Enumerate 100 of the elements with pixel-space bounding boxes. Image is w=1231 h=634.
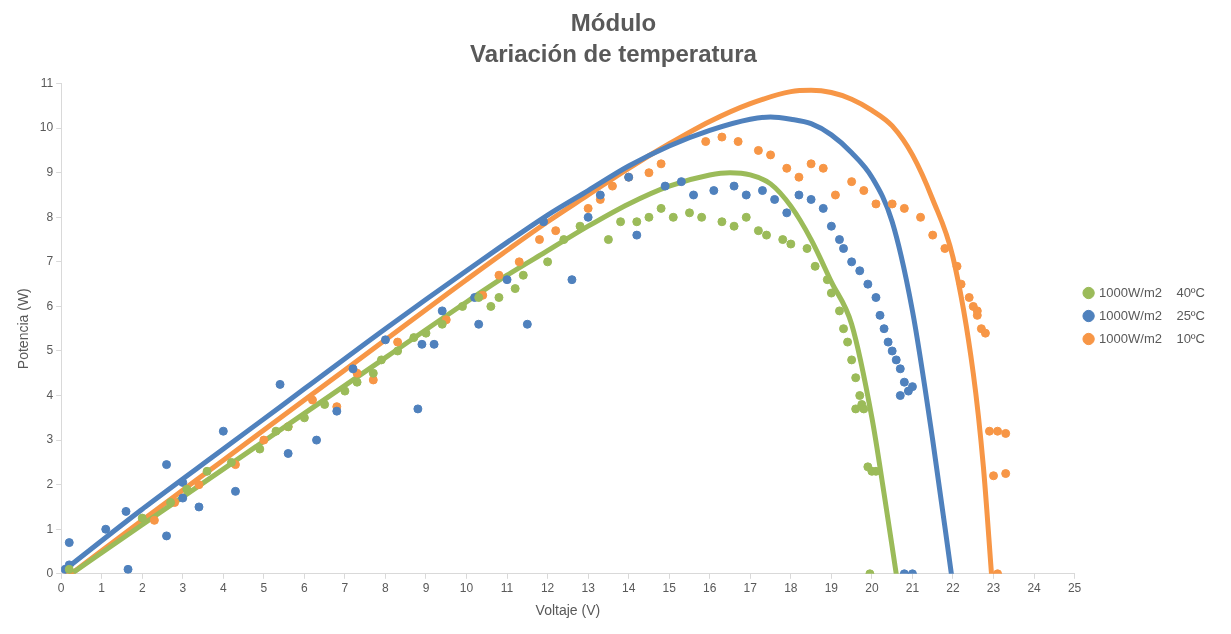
point [753, 226, 763, 236]
point [137, 513, 147, 523]
x-tick-label: 21 [905, 581, 920, 596]
point [762, 230, 772, 240]
point [409, 333, 419, 343]
x-tick-label: 16 [703, 581, 717, 596]
point [616, 217, 626, 227]
x-tick-label: 5 [260, 581, 268, 596]
point [802, 243, 812, 253]
y-tick-label: 3 [46, 432, 54, 447]
x-tick-label: 8 [382, 581, 390, 596]
point [518, 270, 528, 280]
point [551, 226, 561, 236]
x-tick-label: 19 [824, 581, 839, 596]
y-tick-label: 6 [46, 298, 54, 313]
y-tick-label: 1 [46, 521, 54, 536]
point [226, 457, 236, 467]
y-tick-label: 0 [46, 566, 54, 581]
x-tick-label: 12 [540, 581, 555, 596]
x-tick-label: 25 [1067, 581, 1082, 596]
point [583, 203, 593, 213]
x-tick-label: 10 [459, 581, 474, 596]
point [839, 324, 849, 334]
point [393, 346, 403, 356]
point [782, 163, 792, 173]
x-tick-label: 15 [662, 581, 677, 596]
point [514, 257, 524, 267]
x-tick-label: 4 [219, 581, 227, 596]
x-tick-label: 17 [743, 581, 758, 596]
point [859, 186, 869, 196]
point [535, 235, 544, 245]
x-tick-label: 11 [500, 581, 514, 596]
point [843, 337, 853, 347]
x-axis-title: Voltaje (V) [535, 602, 601, 619]
x-tick-label: 9 [422, 581, 430, 596]
point [656, 159, 666, 169]
point [182, 484, 192, 494]
point [847, 177, 857, 187]
point [1001, 428, 1011, 438]
point [753, 145, 763, 155]
y-tick-label: 10 [39, 120, 54, 135]
x-tick-label: 0 [57, 581, 65, 596]
y-tick-label: 5 [46, 343, 54, 358]
y-tick-label: 8 [46, 209, 54, 224]
point [733, 137, 743, 147]
point [989, 471, 999, 481]
point [717, 217, 727, 227]
point [717, 132, 727, 142]
point [684, 208, 694, 218]
legend-label: 1000W/m2 10ºC [1099, 330, 1205, 346]
point [806, 159, 816, 169]
point [871, 199, 881, 209]
x-tick-label: 6 [301, 581, 309, 596]
point [393, 337, 403, 347]
point [940, 243, 950, 253]
point [786, 239, 796, 249]
point [1001, 469, 1011, 479]
y-tick-label: 11 [40, 75, 54, 90]
point [457, 301, 467, 311]
legend-label: 1000W/m2 25ºC [1099, 307, 1205, 323]
point [255, 444, 265, 454]
point [299, 413, 309, 423]
y-axis-title: Potencia (W) [15, 288, 32, 370]
point [64, 564, 74, 574]
point [887, 199, 897, 209]
x-tick-label: 1 [98, 581, 106, 596]
point [741, 212, 751, 222]
x-tick-label: 22 [946, 581, 960, 596]
x-tick-label: 18 [784, 581, 798, 596]
point [794, 172, 804, 182]
point [899, 203, 909, 213]
point [340, 386, 350, 396]
chart-title: Módulo [570, 9, 657, 37]
y-tick-label: 9 [46, 165, 54, 180]
x-tick-label: 2 [138, 581, 146, 596]
point [543, 257, 553, 267]
point [194, 480, 204, 490]
point [668, 212, 678, 222]
point [859, 404, 869, 414]
point [851, 373, 861, 383]
point [607, 181, 617, 191]
point [149, 515, 159, 525]
point [855, 391, 865, 401]
legend-label: 1000W/m2 40ºC [1099, 284, 1205, 300]
point [644, 168, 654, 178]
point [656, 203, 666, 213]
point [984, 426, 994, 436]
point [830, 190, 840, 200]
point [559, 235, 569, 245]
point [952, 261, 962, 271]
point [202, 466, 212, 476]
y-tick-label: 2 [46, 476, 54, 491]
point [376, 355, 386, 365]
point [166, 498, 176, 507]
point [980, 328, 990, 338]
point [494, 270, 504, 280]
point [575, 221, 585, 231]
x-tick-label: 23 [986, 581, 1001, 596]
x-tick-label: 20 [865, 581, 879, 596]
point [259, 435, 269, 445]
